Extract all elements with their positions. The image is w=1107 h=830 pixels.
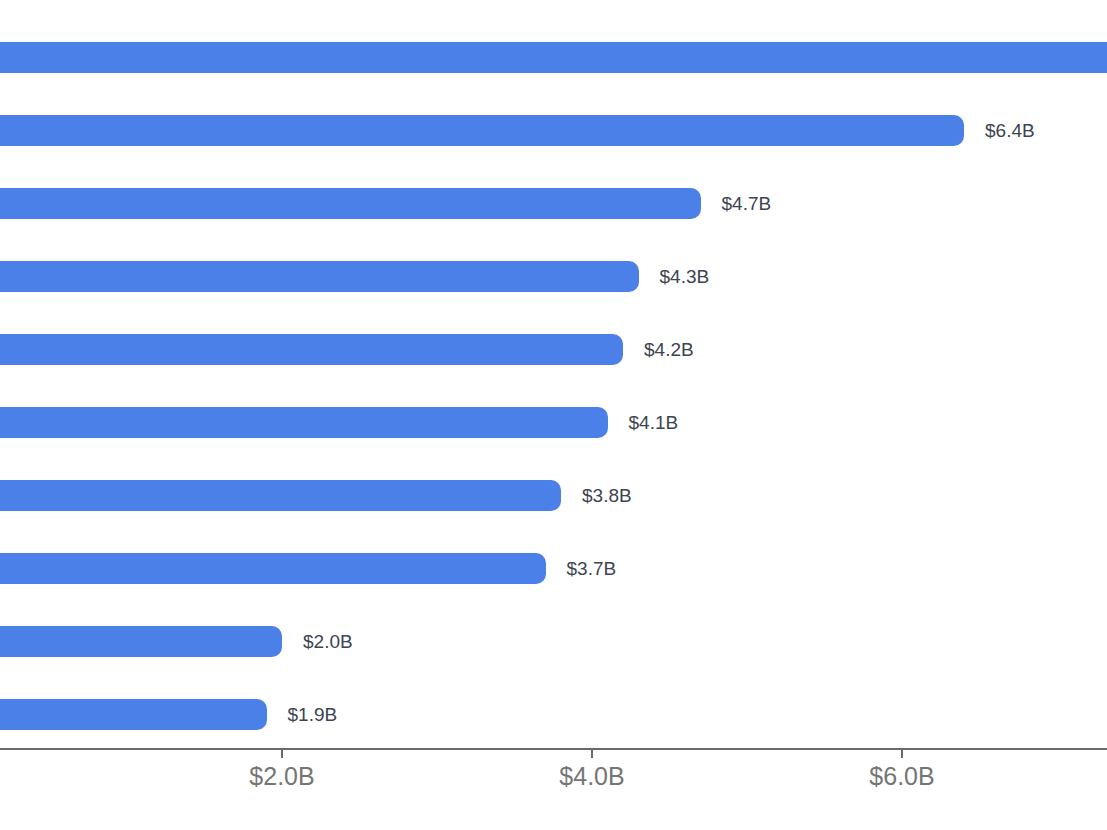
bar <box>0 334 623 365</box>
bar <box>0 42 1107 73</box>
bar-value-label: $1.9B <box>288 699 338 730</box>
bar <box>0 407 608 438</box>
x-axis-tick <box>281 750 283 758</box>
bar <box>0 480 561 511</box>
bar-value-label: $6.4B <box>985 115 1035 146</box>
bar <box>0 261 639 292</box>
horizontal-bar-chart: $6.4B $4.7B $4.3B $4.2B $4.1B $3.8B $3.7… <box>0 0 1107 830</box>
bar <box>0 626 282 657</box>
x-axis-tick <box>591 750 593 758</box>
bar-value-label: $4.2B <box>644 334 694 365</box>
x-axis-tick-label: $6.0B <box>869 762 934 791</box>
bar-value-label: $4.1B <box>629 407 679 438</box>
bar-value-label: $4.3B <box>660 261 710 292</box>
bar <box>0 115 964 146</box>
bar <box>0 188 701 219</box>
bar <box>0 553 546 584</box>
bar-value-label: $2.0B <box>303 626 353 657</box>
x-axis-tick-label: $2.0B <box>249 762 314 791</box>
bar-value-label: $3.7B <box>567 553 617 584</box>
bar <box>0 699 267 730</box>
x-axis-tick <box>901 750 903 758</box>
bar-value-label: $4.7B <box>722 188 772 219</box>
x-axis-tick-label: $4.0B <box>559 762 624 791</box>
x-axis-line <box>0 748 1107 750</box>
bar-value-label: $3.8B <box>582 480 632 511</box>
